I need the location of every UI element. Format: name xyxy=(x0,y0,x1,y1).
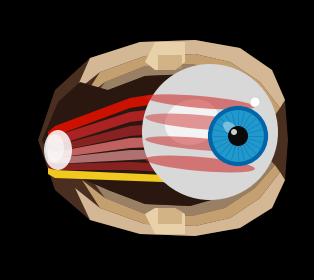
Polygon shape xyxy=(42,74,272,206)
Ellipse shape xyxy=(223,122,237,134)
Circle shape xyxy=(142,64,278,200)
Polygon shape xyxy=(145,208,185,234)
Ellipse shape xyxy=(44,130,72,170)
Polygon shape xyxy=(48,168,218,190)
Polygon shape xyxy=(48,90,252,138)
Polygon shape xyxy=(75,40,285,108)
Circle shape xyxy=(210,108,266,164)
Polygon shape xyxy=(38,40,288,236)
Polygon shape xyxy=(86,64,275,120)
Polygon shape xyxy=(145,42,185,70)
Circle shape xyxy=(250,97,260,107)
Ellipse shape xyxy=(165,99,219,145)
Circle shape xyxy=(228,126,248,146)
Polygon shape xyxy=(82,165,280,226)
Polygon shape xyxy=(48,136,235,158)
Polygon shape xyxy=(86,160,275,216)
Polygon shape xyxy=(158,208,182,224)
Polygon shape xyxy=(158,55,182,70)
Polygon shape xyxy=(48,162,222,190)
Polygon shape xyxy=(48,122,244,152)
Circle shape xyxy=(231,129,237,135)
Ellipse shape xyxy=(145,155,255,172)
Polygon shape xyxy=(48,106,250,146)
Ellipse shape xyxy=(145,136,255,152)
Ellipse shape xyxy=(46,134,64,162)
Ellipse shape xyxy=(145,113,255,130)
Ellipse shape xyxy=(145,94,255,110)
Polygon shape xyxy=(82,54,280,115)
Polygon shape xyxy=(48,150,230,176)
Polygon shape xyxy=(75,172,285,236)
